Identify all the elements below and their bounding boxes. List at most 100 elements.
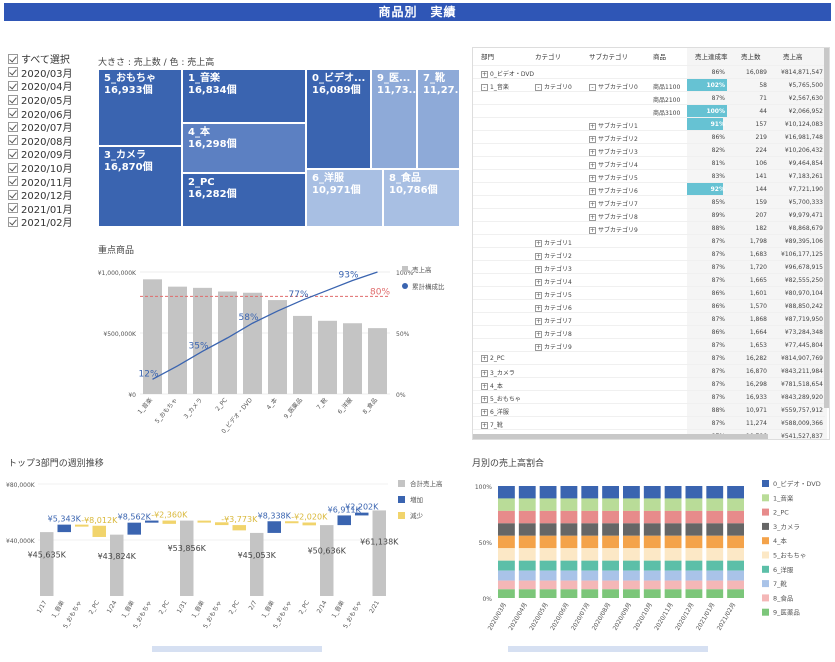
table-row[interactable]: +3_カメラ 87% 16,870 ¥843,211,984: [473, 364, 825, 377]
expand-icon[interactable]: +: [535, 318, 542, 325]
checkbox[interactable]: [8, 121, 18, 132]
checkbox[interactable]: [8, 108, 18, 119]
expand-icon[interactable]: +: [481, 409, 488, 416]
horizontal-scrollbar[interactable]: [508, 646, 708, 652]
treemap-tile[interactable]: 2_PC 16,282個: [182, 173, 306, 227]
expand-icon[interactable]: +: [589, 149, 596, 156]
expand-icon[interactable]: +: [589, 175, 596, 182]
expand-icon[interactable]: +: [589, 214, 596, 221]
table-header[interactable]: カテゴリ: [535, 53, 561, 61]
expand-icon[interactable]: +: [535, 344, 542, 351]
checkbox[interactable]: [8, 53, 18, 64]
expand-icon[interactable]: +: [535, 266, 542, 273]
table-row[interactable]: + カテゴリ2 87% 1,683 ¥106,177,125: [473, 247, 825, 260]
expand-icon[interactable]: +: [589, 136, 596, 143]
expand-icon[interactable]: +: [535, 305, 542, 312]
checkbox[interactable]: [8, 80, 18, 91]
filter-item[interactable]: 2020/10月: [8, 161, 88, 175]
filter-item[interactable]: すべて選択: [8, 52, 88, 66]
treemap-tile[interactable]: 9_医... 11,73...: [371, 69, 417, 169]
table-row[interactable]: + カテゴリ1 87% 1,798 ¥89,395,106: [473, 234, 825, 247]
expand-icon[interactable]: +: [589, 188, 596, 195]
collapse-icon[interactable]: -: [481, 84, 488, 91]
collapse-icon[interactable]: -: [535, 84, 542, 91]
table-row[interactable]: +6_洋服 88% 10,971 ¥559,757,912: [473, 403, 825, 416]
table-header[interactable]: サブカテゴリ: [589, 53, 628, 61]
expand-icon[interactable]: +: [589, 123, 596, 130]
expand-icon[interactable]: +: [589, 162, 596, 169]
table-row[interactable]: + カテゴリ4 87% 1,665 ¥82,555,250: [473, 273, 825, 286]
table-row[interactable]: + サブカテゴリ6 92% 144 ¥7,721,190: [473, 182, 825, 195]
table-row[interactable]: + カテゴリ3 87% 1,720 ¥96,678,915: [473, 260, 825, 273]
filter-item[interactable]: 2020/11月: [8, 174, 88, 189]
table-row[interactable]: 商品3100 100% 44 ¥2,066,952: [473, 104, 825, 117]
table-row[interactable]: + サブカテゴリ3 82% 224 ¥10,206,432: [473, 143, 825, 156]
table-header[interactable]: 部門: [481, 53, 494, 61]
treemap-tile[interactable]: 0_ビデオ... 16,089個: [306, 69, 371, 169]
vertical-scrollbar[interactable]: [824, 48, 829, 408]
filter-item[interactable]: 2020/03月: [8, 66, 88, 80]
expand-icon[interactable]: +: [481, 383, 488, 390]
checkbox[interactable]: [8, 162, 18, 173]
treemap-tile[interactable]: 3_カメラ 16,870個: [98, 146, 182, 227]
table-row[interactable]: + サブカテゴリ1 91% 157 ¥10,124,083: [473, 117, 825, 130]
filter-item[interactable]: 2021/02月: [8, 215, 88, 229]
checkbox[interactable]: [8, 176, 18, 187]
table-row[interactable]: +0_ビデオ・DVD 86% 16,089 ¥814,871,547: [473, 65, 825, 78]
table-row[interactable]: + カテゴリ7 87% 1,868 ¥87,719,950: [473, 312, 825, 325]
treemap-tile[interactable]: 4_本 16,298個: [182, 123, 306, 173]
expand-icon[interactable]: +: [481, 71, 488, 78]
filter-item[interactable]: 2020/09月: [8, 147, 88, 161]
table-header[interactable]: 売上数: [741, 53, 761, 61]
table-row[interactable]: + サブカテゴリ5 83% 141 ¥7,183,261: [473, 169, 825, 182]
table-row[interactable]: + カテゴリ9 87% 1,653 ¥77,445,804: [473, 338, 825, 351]
filter-item[interactable]: 2021/01月: [8, 202, 88, 216]
checkbox[interactable]: [8, 189, 18, 200]
treemap-tile[interactable]: 5_おもちゃ 16,933個: [98, 69, 182, 146]
table-header[interactable]: 売上高: [783, 53, 803, 61]
checkbox[interactable]: [8, 94, 18, 105]
checkbox[interactable]: [8, 216, 18, 227]
table-header[interactable]: 売上達成率: [695, 53, 728, 61]
expand-icon[interactable]: +: [535, 253, 542, 260]
filter-item[interactable]: 2020/07月: [8, 120, 88, 134]
expand-icon[interactable]: +: [535, 279, 542, 286]
table-row[interactable]: 商品2100 87% 71 ¥2,567,630: [473, 91, 825, 104]
table-row[interactable]: + カテゴリ8 86% 1,664 ¥73,284,348: [473, 325, 825, 338]
filter-item[interactable]: 2020/05月: [8, 93, 88, 107]
expand-icon[interactable]: +: [481, 355, 488, 362]
table-row[interactable]: +5_おもちゃ 87% 16,933 ¥843,289,920: [473, 390, 825, 403]
checkbox[interactable]: [8, 135, 18, 146]
table-row[interactable]: +7_靴 87% 11,274 ¥588,009,366: [473, 416, 825, 429]
filter-item[interactable]: 2020/12月: [8, 188, 88, 202]
filter-item[interactable]: 2020/06月: [8, 106, 88, 121]
treemap-tile[interactable]: 1_音楽 16,834個: [182, 69, 306, 123]
treemap-tile[interactable]: 8_食品 10,786個: [383, 169, 460, 227]
table-row[interactable]: + サブカテゴリ8 89% 207 ¥9,979,471: [473, 208, 825, 221]
expand-icon[interactable]: +: [535, 331, 542, 338]
filter-item[interactable]: 2020/04月: [8, 79, 88, 93]
expand-icon[interactable]: +: [481, 370, 488, 377]
table-row[interactable]: + サブカテゴリ4 81% 106 ¥9,464,854: [473, 156, 825, 169]
table-row[interactable]: + サブカテゴリ2 86% 219 ¥16,981,748: [473, 130, 825, 143]
table-row[interactable]: + カテゴリ5 86% 1,601 ¥80,970,104: [473, 286, 825, 299]
expand-icon[interactable]: +: [589, 227, 596, 234]
table-row[interactable]: + カテゴリ6 86% 1,570 ¥88,850,242: [473, 299, 825, 312]
table-row[interactable]: +4_本 87% 16,298 ¥781,518,654: [473, 377, 825, 390]
treemap-tile[interactable]: 6_洋服 10,971個: [306, 169, 383, 227]
checkbox[interactable]: [8, 148, 18, 159]
expand-icon[interactable]: +: [589, 201, 596, 208]
table-row[interactable]: -1_音楽 - カテゴリ0- サブカテゴリ0 商品1100 102% 58 ¥5,765,50…: [473, 78, 825, 91]
filter-item[interactable]: 2020/08月: [8, 134, 88, 148]
collapse-icon[interactable]: -: [589, 84, 596, 91]
table-row[interactable]: + サブカテゴリ7 85% 159 ¥5,700,333: [473, 195, 825, 208]
expand-icon[interactable]: +: [535, 240, 542, 247]
expand-icon[interactable]: +: [481, 422, 488, 429]
checkbox[interactable]: [8, 67, 18, 78]
expand-icon[interactable]: +: [535, 292, 542, 299]
expand-icon[interactable]: +: [481, 396, 488, 403]
horizontal-scrollbar[interactable]: [152, 646, 322, 652]
table-row[interactable]: +2_PC 87% 16,282 ¥814,907,769: [473, 351, 825, 364]
checkbox[interactable]: [8, 203, 18, 214]
